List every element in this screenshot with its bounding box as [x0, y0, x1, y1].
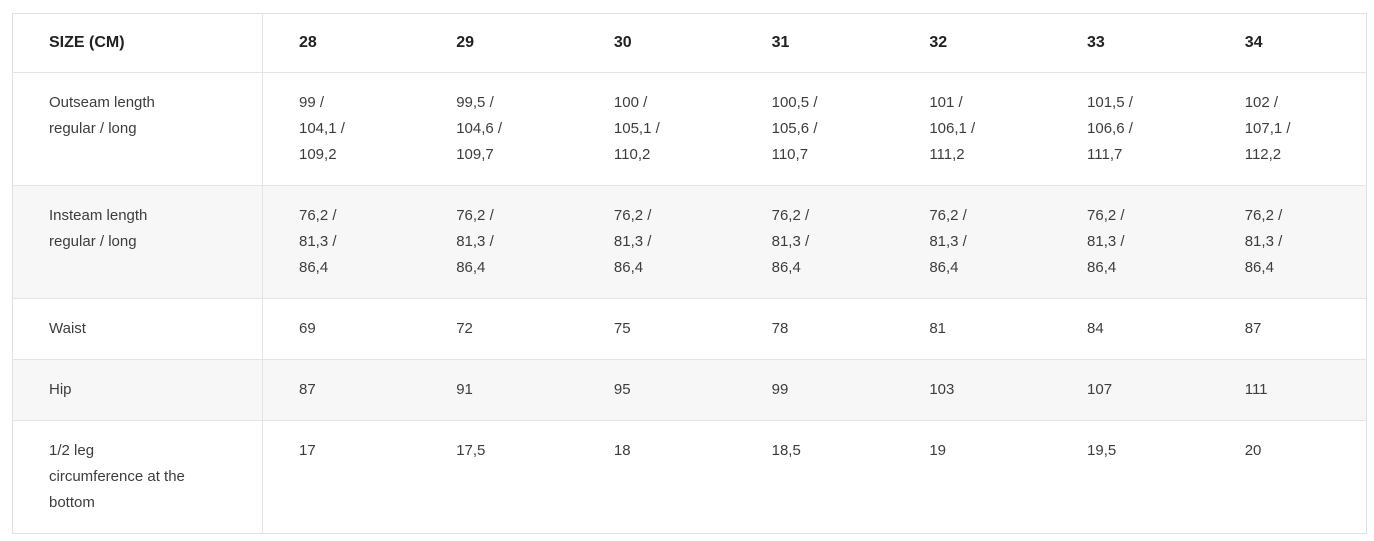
size-value-cell: 76,2 / 81,3 / 86,4 [262, 185, 421, 299]
size-value-cell: 69 [262, 298, 421, 360]
table-row-waist: Waist 69 72 75 78 81 84 87 [12, 298, 1367, 360]
size-value-cell: 76,2 / 81,3 / 86,4 [1208, 185, 1367, 299]
size-value-cell: 76,2 / 81,3 / 86,4 [893, 185, 1052, 299]
size-chart-corner-header: SIZE (CM) [12, 13, 263, 73]
size-value-cell: 87 [1208, 298, 1367, 360]
size-value-cell: 100,5 / 105,6 / 110,7 [735, 72, 894, 186]
size-value-cell: 78 [735, 298, 894, 360]
size-value-cell: 17,5 [420, 420, 578, 534]
size-value-cell: 95 [577, 359, 736, 421]
size-value-cell: 101,5 / 106,6 / 111,7 [1051, 72, 1209, 186]
size-value-cell: 99 / 104,1 / 109,2 [262, 72, 421, 186]
size-value-cell: 81 [893, 298, 1052, 360]
size-column-header: 31 [771, 34, 790, 51]
size-value-cell: 91 [420, 359, 578, 421]
size-chart: SIZE (CM) 28 29 30 31 32 33 34 Outseam l… [12, 13, 1367, 534]
size-column-header: 30 [613, 34, 632, 51]
row-label: Waist [12, 298, 263, 360]
size-value-cell: 75 [577, 298, 736, 360]
size-value-cell: 20 [1208, 420, 1367, 534]
table-row-insteam-length: Insteam length regular / long 76,2 / 81,… [12, 185, 1367, 299]
size-value-cell: 102 / 107,1 / 112,2 [1208, 72, 1367, 186]
size-column-header: 28 [299, 34, 317, 51]
row-label: Hip [12, 359, 263, 421]
table-row-outseam-length: Outseam length regular / long 99 / 104,1… [12, 72, 1367, 186]
size-value-cell: 100 / 105,1 / 110,2 [577, 72, 736, 186]
size-value-cell: 107 [1051, 359, 1209, 421]
size-column-header: 32 [929, 34, 948, 51]
size-value-cell: 19,5 [1051, 420, 1209, 534]
size-value-cell: 111 [1208, 359, 1367, 421]
table-row-hip: Hip 87 91 95 99 103 107 111 [12, 359, 1367, 421]
size-column-header: 29 [456, 34, 474, 51]
size-value-cell: 76,2 / 81,3 / 86,4 [577, 185, 736, 299]
size-value-cell: 99,5 / 104,6 / 109,7 [420, 72, 578, 186]
size-value-cell: 76,2 / 81,3 / 86,4 [1051, 185, 1209, 299]
size-value-cell: 103 [893, 359, 1052, 421]
size-value-cell: 76,2 / 81,3 / 86,4 [420, 185, 578, 299]
table-row-leg-circumference: 1/2 leg circumference at the bottom 17 1… [12, 420, 1367, 534]
size-value-cell: 19 [893, 420, 1052, 534]
size-chart-table: SIZE (CM) 28 29 30 31 32 33 34 Outseam l… [12, 13, 1367, 534]
size-column-header: 33 [1087, 34, 1105, 51]
size-value-cell: 101 / 106,1 / 111,2 [893, 72, 1052, 186]
size-value-cell: 17 [262, 420, 421, 534]
size-value-cell: 99 [735, 359, 894, 421]
size-value-cell: 18,5 [735, 420, 894, 534]
size-chart-header-row: SIZE (CM) 28 29 30 31 32 33 34 [12, 13, 1367, 73]
size-value-cell: 76,2 / 81,3 / 86,4 [735, 185, 894, 299]
size-value-cell: 72 [420, 298, 578, 360]
size-value-cell: 84 [1051, 298, 1209, 360]
row-label: 1/2 leg circumference at the bottom [12, 420, 263, 534]
row-label: Insteam length regular / long [12, 185, 263, 299]
size-value-cell: 87 [262, 359, 421, 421]
row-label: Outseam length regular / long [12, 72, 263, 186]
size-column-header: 34 [1244, 34, 1263, 51]
size-value-cell: 18 [577, 420, 736, 534]
